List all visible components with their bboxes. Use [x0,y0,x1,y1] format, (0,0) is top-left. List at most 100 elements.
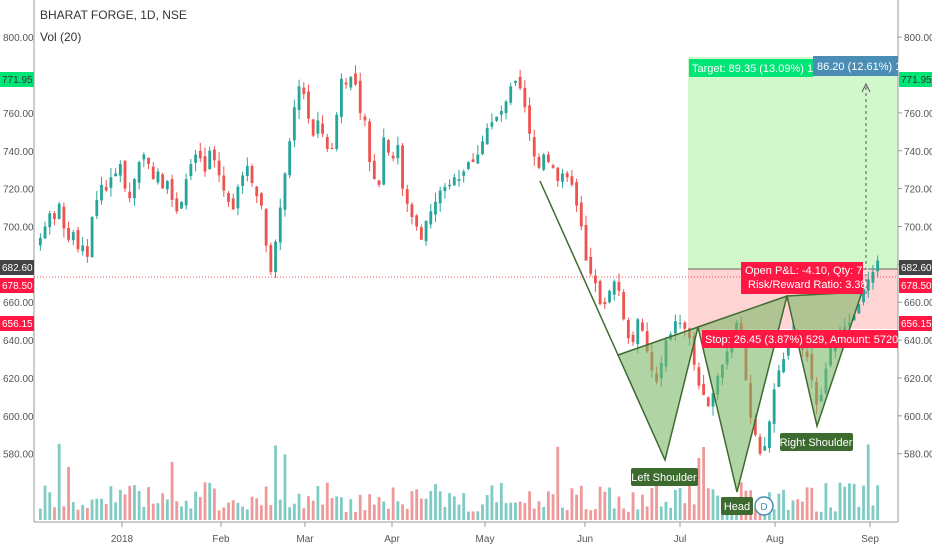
price-badge-left-text: 656.15 [2,319,33,330]
volume-bar [438,491,442,520]
volume-bar [128,485,132,520]
x-tick-label: Mar [296,534,314,545]
candle-body [128,191,132,199]
candle-body [316,120,320,134]
svg-text:Left Shoulder: Left Shoulder [631,472,697,484]
volume-bar [415,489,419,520]
volume-bar [401,504,404,520]
candle-body [354,73,357,85]
candle-body [589,256,593,274]
volume-bar [189,508,193,520]
x-tick-label: 2018 [111,534,134,545]
candle-body [62,206,66,229]
volume-bar [161,493,165,520]
candle-body [678,323,682,325]
candle-body [208,150,212,170]
candle-body [297,86,301,110]
y-tick-label-left: 800.00 [3,33,34,44]
candle-body [382,137,386,185]
volume-bar [796,499,800,520]
candle-body [758,436,762,454]
volume-bar [772,509,776,520]
volume-bar [537,501,541,520]
volume-bar [250,496,254,520]
projection-label: 86.20 (12.61%) 1 [813,56,901,76]
candle-body [641,322,644,331]
volume-bar [245,509,249,520]
volume-bar [528,491,531,520]
price-badge-left [0,72,34,87]
candle-body [81,245,85,252]
candle-body [227,193,230,202]
chart-title: BHARAT FORGE, 1D, NSE [40,8,187,22]
volume-bar [476,511,480,520]
volume-bar [678,488,682,520]
volume-bar [711,489,715,520]
candle-body [608,290,611,303]
candle-body [772,389,776,424]
dividend-marker[interactable]: D [754,496,774,516]
volume-bar [612,508,616,520]
candle-body [523,87,527,108]
candle-body [292,107,296,141]
volume-bar [142,506,146,520]
volume-bar [104,503,108,520]
volume-bar [382,501,386,520]
y-tick-label-left: 580.00 [3,450,34,461]
volume-bar [457,504,461,520]
volume-bar [786,509,790,520]
candle-body [133,179,136,199]
volume-bar [669,507,673,520]
candle-body [481,141,484,155]
volume-bar [702,447,706,520]
volume-bar [664,501,668,520]
candle-body [147,157,150,165]
volume-bar [372,504,376,520]
candle-body [71,232,75,241]
volume-bar [561,507,564,520]
volume-bar [212,488,216,520]
candle-body [48,213,52,228]
candle-body [241,175,245,186]
volume-bar [43,485,47,520]
candle-body [782,359,785,373]
volume-bar [241,506,245,520]
candle-body [170,179,174,200]
volume-bar [584,509,588,520]
volume-bar [848,483,851,520]
candle-body [457,179,461,182]
price-badge-left [0,260,34,275]
right-shoulder-label: Right Shoulder [780,433,853,451]
candle-body [264,209,268,246]
candle-body [325,137,329,149]
open-pnl-label: Open P&L: -4.10, Qty: 72 Risk/Reward Rat… [741,262,869,294]
candle-body [598,281,602,305]
candle-body [344,82,348,85]
volume-bar [857,506,861,520]
volume-bar [753,508,757,520]
candle-body [161,174,165,189]
volume-bar [38,508,42,520]
candle-body [763,446,767,451]
head-label: Head [721,497,753,515]
volume-bar [288,507,292,520]
volume-bar [339,497,343,520]
volume-bar [311,500,315,520]
candle-body [260,193,263,206]
candle-body [38,237,42,246]
svg-text:Right Shoulder: Right Shoulder [780,437,853,449]
candle-body [711,393,715,407]
candle-body [43,226,47,239]
volume-bar [650,488,654,520]
volume-bar [598,486,602,520]
candle-body [438,190,442,204]
candle-body [123,160,127,189]
candle-body [184,179,188,206]
volume-bar [791,500,795,520]
candle-body [542,154,546,170]
volume-bar [810,487,814,520]
volume-bar [170,461,174,520]
left-shoulder-triangle [616,325,700,463]
candle-body [532,137,536,157]
